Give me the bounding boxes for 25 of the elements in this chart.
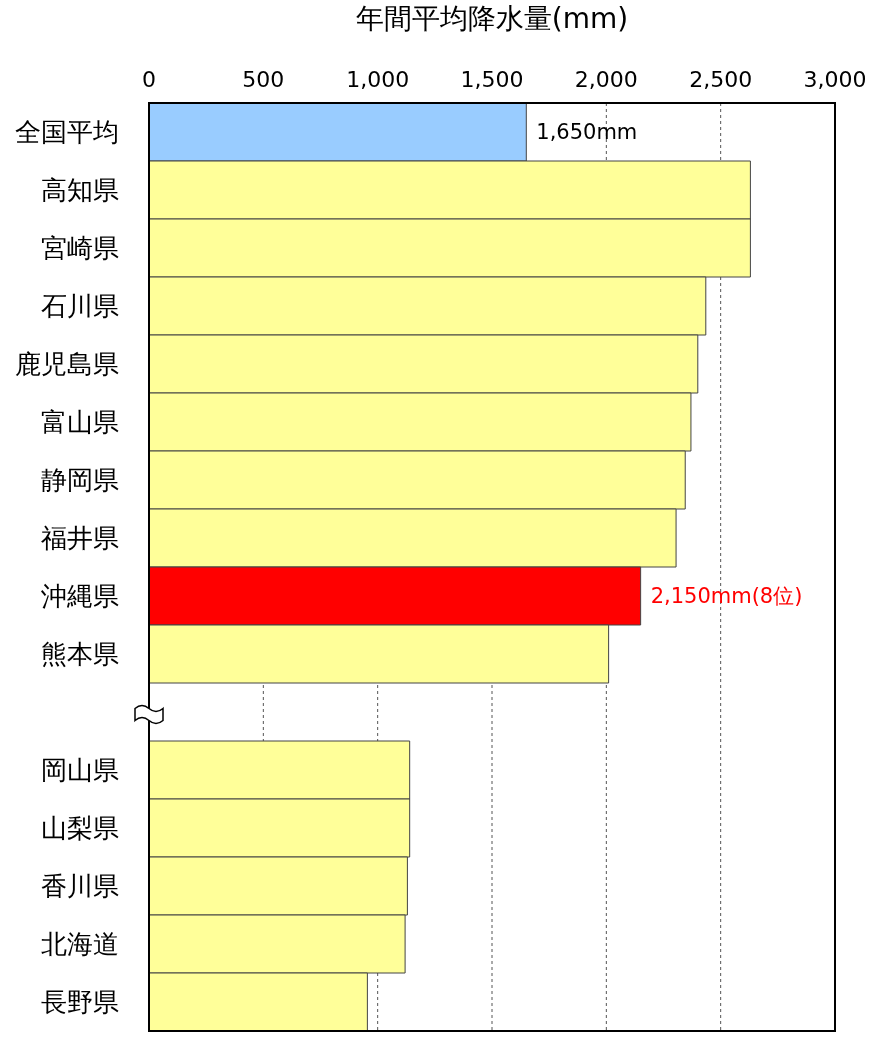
y-tick-label: 福井県 <box>41 523 119 554</box>
y-tick-label: 香川県 <box>41 871 119 902</box>
x-axis-title: 年間平均降水量(mm) <box>355 1 629 35</box>
y-tick-label: 石川県 <box>41 291 119 322</box>
x-tick-label: 0 <box>142 67 156 92</box>
data-label: 1,650mm <box>536 120 638 144</box>
y-tick-label: 鹿児島県 <box>15 349 119 380</box>
x-tick-label: 2,000 <box>574 67 638 92</box>
x-tick-label: 1,000 <box>346 67 410 92</box>
x-tick-label: 1,500 <box>460 67 524 92</box>
y-tick-label: 熊本県 <box>41 639 119 670</box>
y-tick-label: 長野県 <box>41 987 119 1018</box>
y-tick-label: 高知県 <box>41 175 119 206</box>
y-tick-label: 富山県 <box>41 407 119 438</box>
y-tick-label: 北海道 <box>41 929 119 960</box>
y-tick-label: 宮崎県 <box>41 233 119 264</box>
y-tick-label: 静岡県 <box>41 465 119 496</box>
x-tick-label: 3,000 <box>803 67 867 92</box>
y-tick-label: 沖縄県 <box>41 581 119 612</box>
y-tick-label: 岡山県 <box>41 755 119 786</box>
data-label: 2,150mm(8位) <box>650 584 803 608</box>
y-tick-label: 山梨県 <box>41 813 119 844</box>
x-tick-label: 2,500 <box>689 67 753 92</box>
y-tick-label: 全国平均 <box>15 117 119 148</box>
x-tick-label: 500 <box>242 67 285 92</box>
